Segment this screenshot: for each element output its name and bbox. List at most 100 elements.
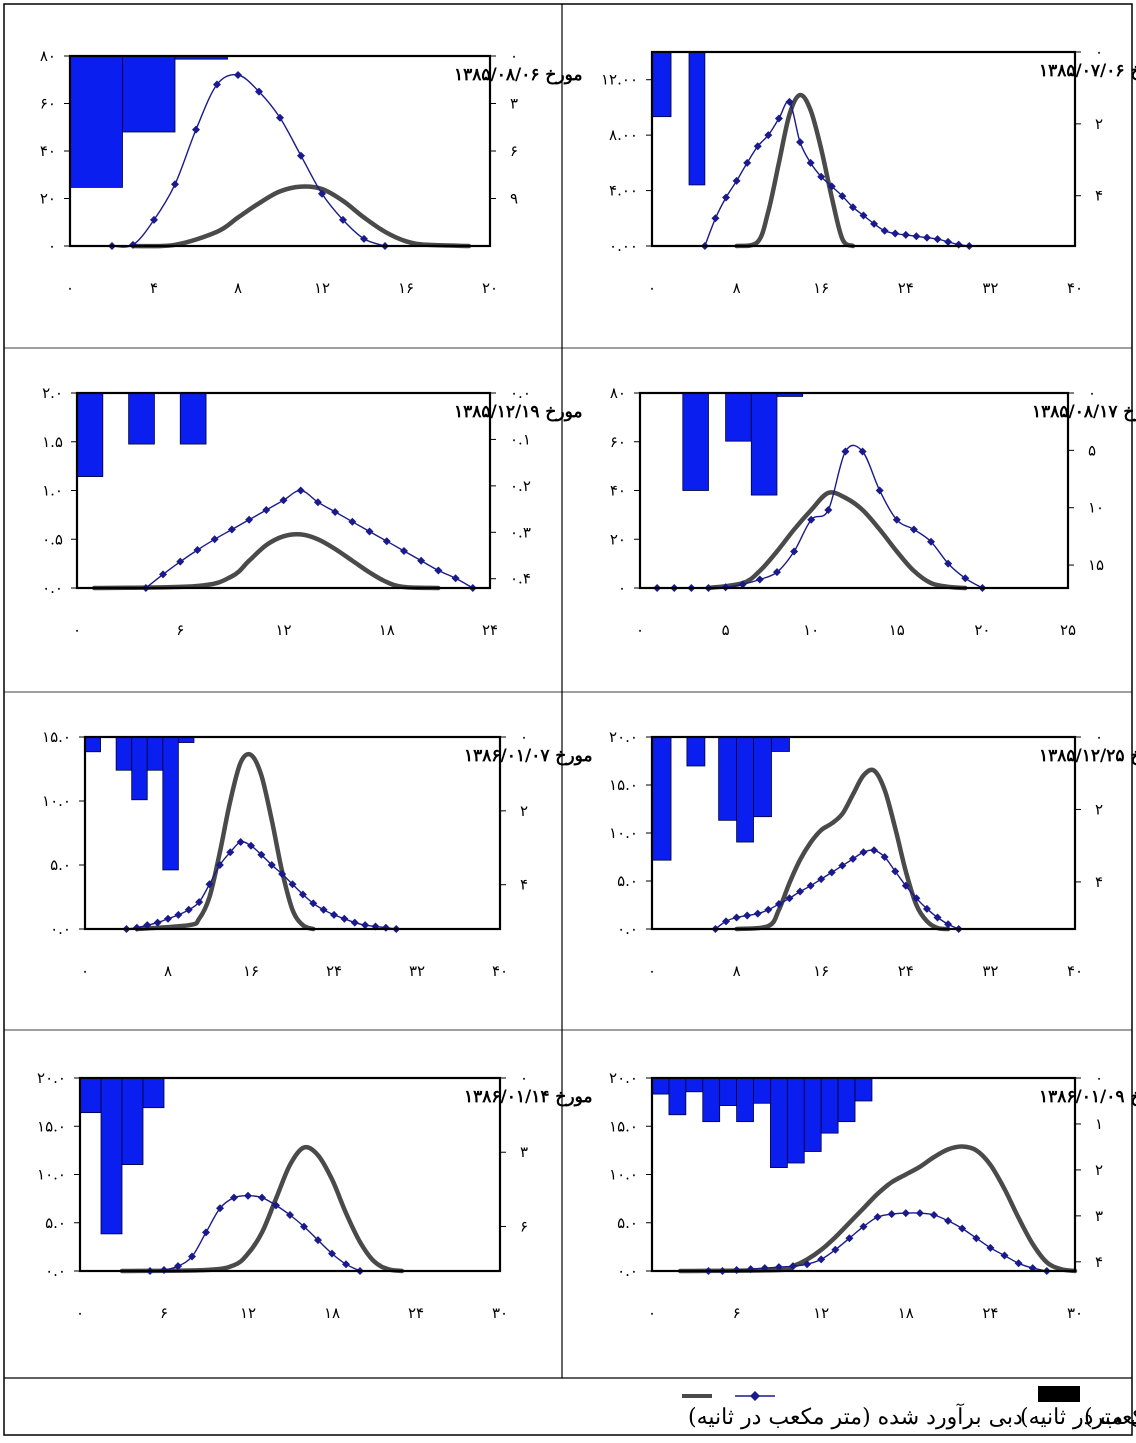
computed-discharge-line xyxy=(734,767,951,932)
x-tick-label: ۱۸ xyxy=(324,1304,340,1322)
y-tick-label: ۱۰.۰ xyxy=(37,1166,66,1184)
observed-point xyxy=(915,1209,924,1218)
rain-tick-label: ۴ xyxy=(520,876,528,894)
y-tick-label: ۶۰ xyxy=(40,95,56,113)
observed-point xyxy=(313,498,322,507)
observed-point xyxy=(192,125,200,134)
rain-bar xyxy=(122,55,176,133)
x-tick-label: ۰ xyxy=(66,279,74,297)
rain-bar xyxy=(854,1077,873,1102)
x-tick-label: ۴۰ xyxy=(1067,962,1083,980)
observed-point xyxy=(257,850,266,859)
y-tick-label: ۰ xyxy=(48,237,56,255)
observed-point xyxy=(340,914,349,923)
rain-tick-label: ۰.۰ xyxy=(510,384,531,402)
computed-discharge-line xyxy=(706,490,968,591)
observed-point xyxy=(848,854,857,863)
x-tick-label: ۶ xyxy=(733,1304,741,1322)
chart-title: مورخ ۱۳۸۶/۰۱/۰۹ xyxy=(1039,1087,1136,1107)
observed-point xyxy=(309,899,318,908)
observed-point xyxy=(845,1234,854,1243)
observed-point xyxy=(244,1191,252,1200)
x-tick-label: ۱۸ xyxy=(379,621,395,639)
observed-point xyxy=(927,537,936,546)
chart-title: مورخ ۱۳۸۶/۰۱/۰۷ xyxy=(464,746,592,766)
observed-point xyxy=(314,1236,322,1245)
x-tick-label: ۲۴ xyxy=(898,279,914,297)
rain-tick-label: ۳ xyxy=(1095,1207,1103,1225)
observed-point xyxy=(227,525,236,534)
rain-bar xyxy=(750,392,778,496)
observed-point xyxy=(743,158,752,167)
y-tick-label: ۱۵.۰ xyxy=(42,728,71,746)
observed-point xyxy=(909,525,918,534)
plot-frame xyxy=(650,50,1077,248)
rain-bar xyxy=(162,736,179,871)
y-tick-label: ۲۰ xyxy=(610,530,626,548)
rain-bar xyxy=(651,736,672,861)
observed-point xyxy=(873,1212,882,1221)
observed-point xyxy=(711,214,720,223)
observed-point xyxy=(381,923,390,932)
computed-discharge-line xyxy=(91,531,441,591)
observed-point xyxy=(297,151,305,160)
observed-point xyxy=(230,1193,238,1202)
observed-point xyxy=(339,215,347,224)
observed-point xyxy=(153,918,162,927)
observed-point xyxy=(772,568,781,577)
observed-point xyxy=(202,1228,210,1237)
observed-point xyxy=(817,172,826,181)
chart-title: مورخ ۱۳۸۵/۰۸/۰۶ xyxy=(454,65,582,85)
rain-bar xyxy=(682,392,709,491)
observed-point xyxy=(255,87,263,96)
rain-tick-label: ۰.۳ xyxy=(510,523,531,541)
observed-point xyxy=(342,1260,350,1269)
y-tick-label: ۸۰ xyxy=(40,47,56,65)
observed-point xyxy=(986,1243,995,1252)
y-tick-label: ۰.۰ xyxy=(45,1262,66,1280)
x-tick-label: ۶ xyxy=(176,621,184,639)
observed-point xyxy=(753,909,762,918)
observed-point xyxy=(870,219,879,228)
observed-point xyxy=(328,1249,336,1258)
observed-point xyxy=(972,1234,981,1243)
legend-observed-label: دبی مشاهداتی (متر مکعب در ثانیه) xyxy=(1020,1405,1136,1430)
observed-discharge-line xyxy=(145,489,474,589)
rain-bar xyxy=(146,736,164,771)
y-tick-label: ۸۰ xyxy=(610,384,626,402)
x-tick-label: ۰ xyxy=(76,1304,84,1322)
observed-point xyxy=(176,557,185,566)
rain-bar xyxy=(718,736,737,821)
x-tick-label: ۸ xyxy=(164,962,172,980)
observed-point xyxy=(319,905,328,914)
x-tick-label: ۲۴ xyxy=(482,621,498,639)
rain-bar xyxy=(837,1077,856,1123)
legend-rain-label: بارش موثر (میلی متر) xyxy=(1084,1405,1136,1430)
rain-bar xyxy=(128,392,155,445)
observed-point xyxy=(330,910,338,919)
observed-point xyxy=(753,142,762,151)
x-tick-label: ۲۰ xyxy=(482,279,498,297)
observed-point xyxy=(961,574,970,583)
observed-point xyxy=(807,515,816,524)
rain-tick-label: ۲ xyxy=(1095,800,1103,818)
rain-bar xyxy=(651,51,672,118)
observed-point xyxy=(174,1262,182,1271)
x-tick-label: ۰ xyxy=(636,621,644,639)
observed-point xyxy=(350,918,359,927)
x-tick-label: ۳۲ xyxy=(982,279,998,297)
rain-tick-label: ۲ xyxy=(520,802,528,820)
y-tick-label: ۵.۰ xyxy=(617,872,638,890)
observed-point xyxy=(901,230,910,239)
observed-point xyxy=(184,905,193,914)
observed-point xyxy=(361,921,370,930)
x-tick-label: ۱۸ xyxy=(898,1304,914,1322)
observed-point xyxy=(318,189,326,198)
rain-tick-label: ۰ xyxy=(1095,1069,1103,1087)
x-tick-label: ۱۲ xyxy=(813,1304,829,1322)
chart-1: ۰ ۲۰ ۴۰ ۶۰ ۸۰ ۰ ۳ ۶ ۹ ۰ ۴ ۸ ۱۲ ۱۶ ۲۰ مورخ ۱۳۸۵/۰۸/۰۶ xyxy=(40,47,583,297)
